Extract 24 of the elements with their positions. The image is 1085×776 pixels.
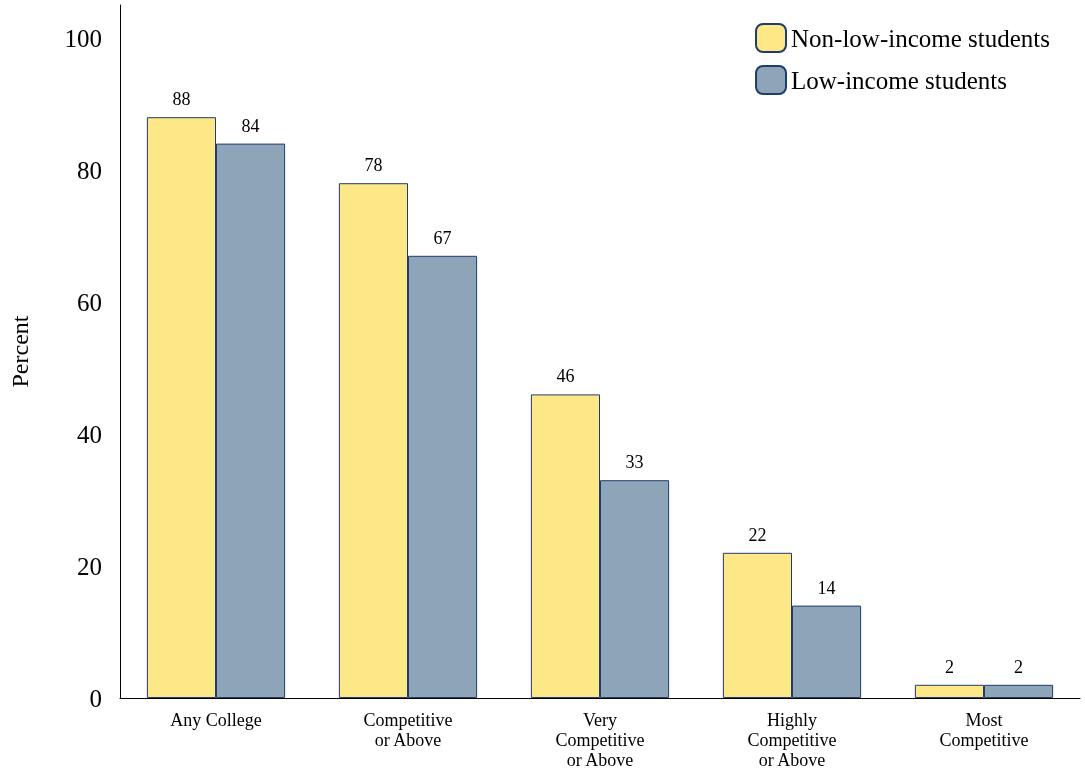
data-label: 67 (433, 227, 452, 248)
x-tick-label: Competitive or Above (363, 710, 453, 750)
data-label: 2 (944, 656, 954, 677)
legend-label: Non-low-income students (791, 24, 1050, 52)
x-tick-label: Most Competitive (939, 710, 1029, 750)
y-tick-label: 40 (77, 420, 102, 448)
data-label: 84 (241, 115, 260, 136)
y-tick-label: 0 (89, 684, 102, 712)
data-label: 2 (1014, 656, 1024, 677)
data-label: 14 (817, 577, 836, 598)
y-tick-label: 20 (77, 552, 102, 580)
legend-label: Low-income students (791, 66, 1007, 94)
x-tick-label: Any College (170, 710, 262, 730)
data-label: 33 (625, 452, 644, 473)
x-tick-label: Highly Competitive or Above (747, 710, 837, 770)
data-label: 22 (748, 524, 767, 545)
y-tick-label: 80 (77, 156, 102, 184)
data-label: 78 (364, 155, 383, 176)
y-tick-label: 100 (64, 24, 102, 52)
data-label: 46 (556, 366, 575, 387)
x-tick-label: Very Competitive or Above (555, 710, 645, 770)
y-axis-title: Percent (7, 315, 33, 388)
data-label: 88 (172, 89, 191, 110)
y-tick-label: 60 (77, 288, 102, 316)
